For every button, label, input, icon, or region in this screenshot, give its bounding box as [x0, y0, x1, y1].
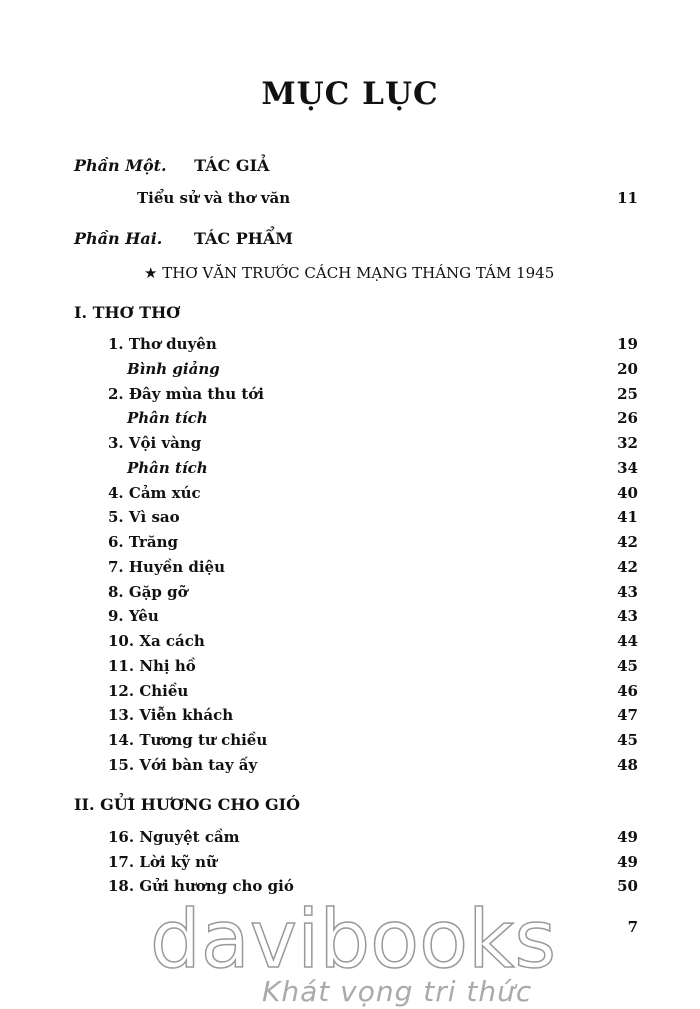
- toc-entry-title: Phân tích: [127, 458, 208, 477]
- toc-entry-title: 14. Tương tư chiều: [108, 731, 268, 749]
- toc-entry-title: 4. Cảm xúc: [108, 483, 201, 502]
- toc-entry-title: 3. Vội vàng: [108, 434, 202, 452]
- toc-entry-page: 47: [617, 706, 638, 725]
- page-number: 7: [627, 918, 638, 936]
- subheading-text: THƠ VĂN TRƯỚC CÁCH MẠNG THÁNG TÁM 1945: [162, 264, 555, 282]
- toc-entry-page: 25: [617, 384, 638, 403]
- toc-entry-title: 10. Xa cách: [108, 632, 205, 650]
- toc-entry-page: 45: [617, 656, 638, 675]
- part-two-heading: Phần Hai. TÁC PHẨM: [74, 229, 293, 248]
- toc-entry-page: 49: [617, 828, 638, 846]
- toc-entry-page: 42: [617, 557, 638, 576]
- toc-entry-title: Phân tích: [127, 409, 208, 428]
- toc-entry-title: 12. Chiều: [108, 681, 189, 700]
- toc-entry-page: 32: [617, 434, 638, 452]
- toc-entry-title: 2. Đây mùa thu tới: [108, 384, 264, 403]
- toc-entry-page: 41: [617, 508, 638, 527]
- toc-entry-page: 45: [617, 731, 638, 749]
- toc-entry-page: 43: [617, 582, 638, 601]
- toc-entry-title: 9. Yêu: [108, 607, 159, 626]
- part-one-entry-page: 11: [617, 189, 638, 207]
- toc-entry-page: 26: [617, 409, 638, 428]
- toc-entry-page: 48: [617, 755, 638, 774]
- toc-entry-page: 40: [617, 483, 638, 502]
- toc-entry-page: 19: [617, 335, 638, 353]
- toc-entry-title: 16. Nguyệt cầm: [108, 828, 240, 846]
- section-two-title: II. GỬI HƯƠNG CHO GIÓ: [74, 795, 301, 814]
- toc-entry-title: Bình giảng: [127, 359, 220, 378]
- toc-entry-title: 11. Nhị hồ: [108, 656, 196, 675]
- part-two-subheading: ★ THƠ VĂN TRƯỚC CÁCH MẠNG THÁNG TÁM 1945: [144, 264, 554, 282]
- toc-entry-page: 50: [617, 877, 638, 895]
- toc-entry-page: 46: [617, 681, 638, 700]
- toc-entry-title: 18. Gửi hương cho gió: [108, 877, 294, 895]
- toc-entry-page: 42: [617, 533, 638, 551]
- toc-entry-title: 17. Lời kỹ nữ: [108, 852, 217, 871]
- toc-entry-title: 1. Thơ duyên: [108, 335, 217, 353]
- toc-entry-title: 5. Vì sao: [108, 508, 180, 527]
- toc-entry-title: 8. Gặp gỡ: [108, 582, 188, 601]
- toc-entry-page: 49: [617, 852, 638, 871]
- part-one-title: TÁC GIẢ: [194, 156, 270, 175]
- toc-entry-page: 34: [617, 458, 638, 477]
- star-icon: ★: [144, 264, 158, 282]
- watermark-logo: davibooks: [149, 893, 557, 986]
- section-one-title: I. THƠ THƠ: [74, 303, 181, 322]
- toc-entry-page: 43: [617, 607, 638, 626]
- part-two-label: Phần Hai.: [74, 229, 163, 248]
- toc-entry-title: 13. Viễn khách: [108, 706, 234, 725]
- toc-entry-page: 44: [617, 632, 638, 650]
- watermark-slogan: Khát vọng tri thức: [262, 975, 533, 1008]
- part-one-heading: Phần Một. TÁC GIẢ: [74, 156, 269, 175]
- part-one-entry: Tiểu sử và thơ văn: [137, 189, 291, 207]
- page-title: MỤC LỤC: [261, 76, 439, 112]
- toc-entry-title: 6. Trăng: [108, 533, 178, 551]
- toc-entry-title: 7. Huyền diệu: [108, 557, 225, 576]
- toc-entry-title: 15. Với bàn tay ấy: [108, 755, 258, 774]
- part-one-label: Phần Một.: [74, 156, 167, 175]
- part-two-title: TÁC PHẨM: [193, 229, 293, 248]
- toc-entry-page: 20: [617, 359, 638, 378]
